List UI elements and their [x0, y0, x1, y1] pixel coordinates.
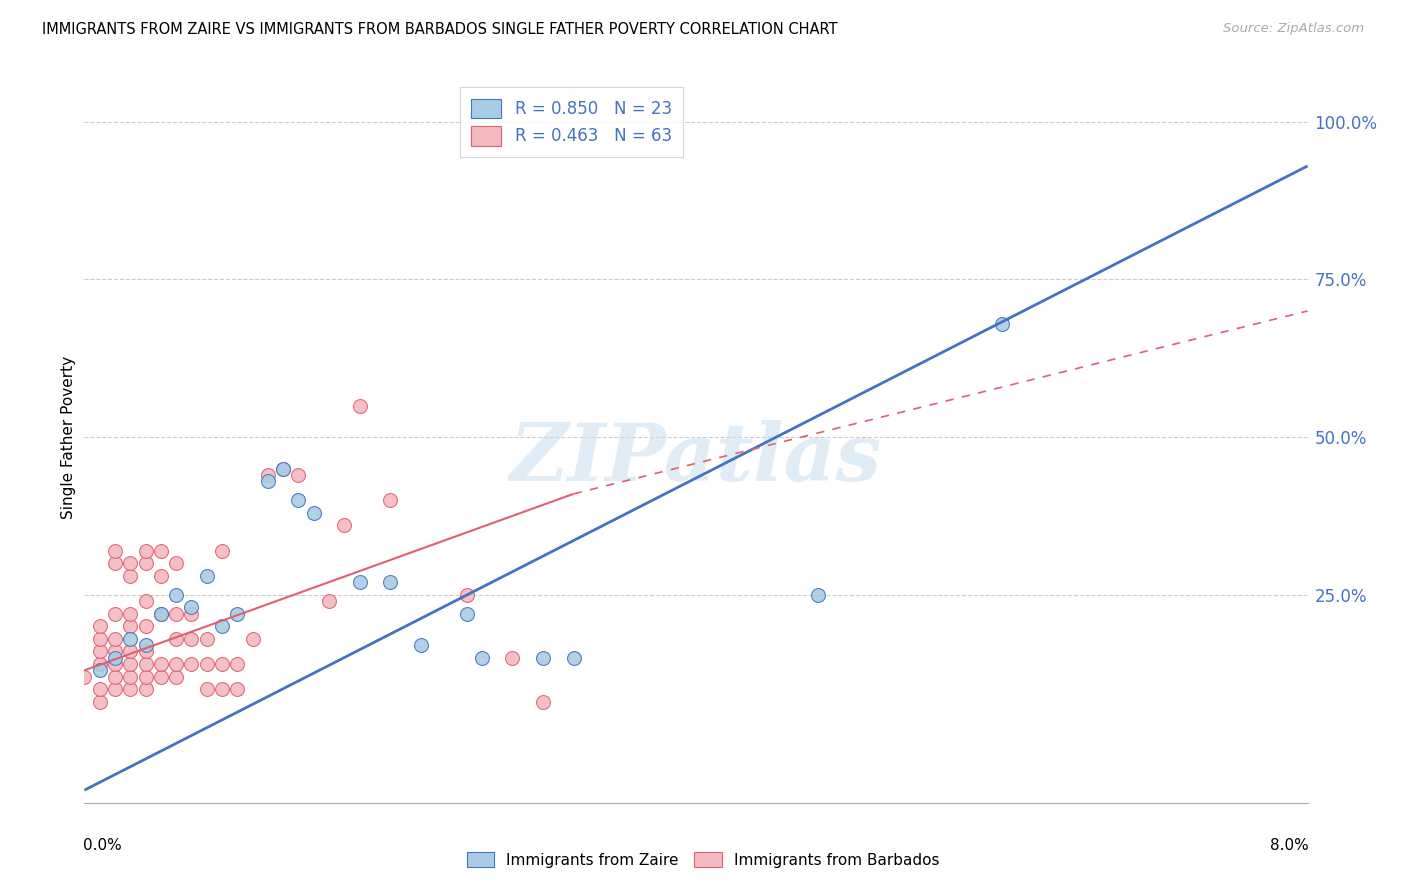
- Point: [318, 594, 340, 608]
- Point: [471, 650, 494, 665]
- Point: [73, 670, 96, 684]
- Point: [165, 607, 187, 621]
- Y-axis label: Single Father Poverty: Single Father Poverty: [60, 356, 76, 518]
- Point: [562, 650, 585, 665]
- Text: IMMIGRANTS FROM ZAIRE VS IMMIGRANTS FROM BARBADOS SINGLE FATHER POVERTY CORRELAT: IMMIGRANTS FROM ZAIRE VS IMMIGRANTS FROM…: [42, 22, 838, 37]
- Point: [149, 607, 172, 621]
- Point: [120, 670, 142, 684]
- Point: [89, 664, 111, 678]
- Point: [242, 632, 264, 646]
- Point: [380, 575, 402, 590]
- Point: [211, 682, 233, 697]
- Point: [380, 493, 402, 508]
- Point: [226, 682, 249, 697]
- Point: [120, 682, 142, 697]
- Point: [195, 682, 218, 697]
- Point: [135, 556, 157, 570]
- Point: [271, 461, 294, 475]
- Point: [149, 607, 172, 621]
- Legend: Immigrants from Zaire, Immigrants from Barbados: Immigrants from Zaire, Immigrants from B…: [458, 844, 948, 875]
- Point: [89, 632, 111, 646]
- Point: [135, 682, 157, 697]
- Point: [180, 600, 202, 615]
- Point: [349, 575, 371, 590]
- Point: [89, 619, 111, 633]
- Point: [120, 644, 142, 658]
- Point: [333, 518, 356, 533]
- Point: [502, 650, 524, 665]
- Point: [120, 607, 142, 621]
- Point: [195, 632, 218, 646]
- Point: [180, 632, 202, 646]
- Text: 8.0%: 8.0%: [1270, 838, 1309, 854]
- Point: [257, 467, 280, 482]
- Point: [180, 657, 202, 671]
- Point: [991, 317, 1014, 331]
- Point: [165, 588, 187, 602]
- Point: [135, 657, 157, 671]
- Point: [1327, 115, 1350, 129]
- Point: [89, 644, 111, 658]
- Point: [195, 569, 218, 583]
- Point: [271, 461, 294, 475]
- Point: [135, 594, 157, 608]
- Point: [149, 670, 172, 684]
- Point: [287, 467, 309, 482]
- Point: [165, 657, 187, 671]
- Text: ZIPatlas: ZIPatlas: [510, 420, 882, 498]
- Point: [135, 619, 157, 633]
- Point: [149, 569, 172, 583]
- Point: [456, 607, 478, 621]
- Point: [104, 632, 127, 646]
- Point: [135, 644, 157, 658]
- Point: [531, 695, 554, 709]
- Point: [195, 657, 218, 671]
- Point: [226, 657, 249, 671]
- Point: [89, 682, 111, 697]
- Point: [287, 493, 309, 508]
- Point: [165, 556, 187, 570]
- Point: [165, 632, 187, 646]
- Point: [89, 657, 111, 671]
- Point: [89, 695, 111, 709]
- Point: [135, 638, 157, 652]
- Point: [807, 588, 830, 602]
- Point: [531, 650, 554, 665]
- Point: [104, 556, 127, 570]
- Point: [211, 657, 233, 671]
- Text: Source: ZipAtlas.com: Source: ZipAtlas.com: [1223, 22, 1364, 36]
- Point: [135, 543, 157, 558]
- Point: [180, 607, 202, 621]
- Point: [120, 556, 142, 570]
- Point: [104, 657, 127, 671]
- Point: [226, 607, 249, 621]
- Point: [104, 670, 127, 684]
- Point: [104, 650, 127, 665]
- Point: [456, 588, 478, 602]
- Point: [135, 670, 157, 684]
- Point: [409, 638, 432, 652]
- Point: [211, 619, 233, 633]
- Point: [120, 632, 142, 646]
- Point: [120, 569, 142, 583]
- Point: [302, 506, 325, 520]
- Text: 0.0%: 0.0%: [83, 838, 122, 854]
- Point: [149, 543, 172, 558]
- Point: [104, 644, 127, 658]
- Point: [104, 607, 127, 621]
- Point: [120, 657, 142, 671]
- Legend: R = 0.850   N = 23, R = 0.463   N = 63: R = 0.850 N = 23, R = 0.463 N = 63: [460, 87, 683, 157]
- Point: [349, 399, 371, 413]
- Point: [104, 543, 127, 558]
- Point: [257, 474, 280, 488]
- Point: [104, 682, 127, 697]
- Point: [165, 670, 187, 684]
- Point: [149, 657, 172, 671]
- Point: [120, 619, 142, 633]
- Point: [211, 543, 233, 558]
